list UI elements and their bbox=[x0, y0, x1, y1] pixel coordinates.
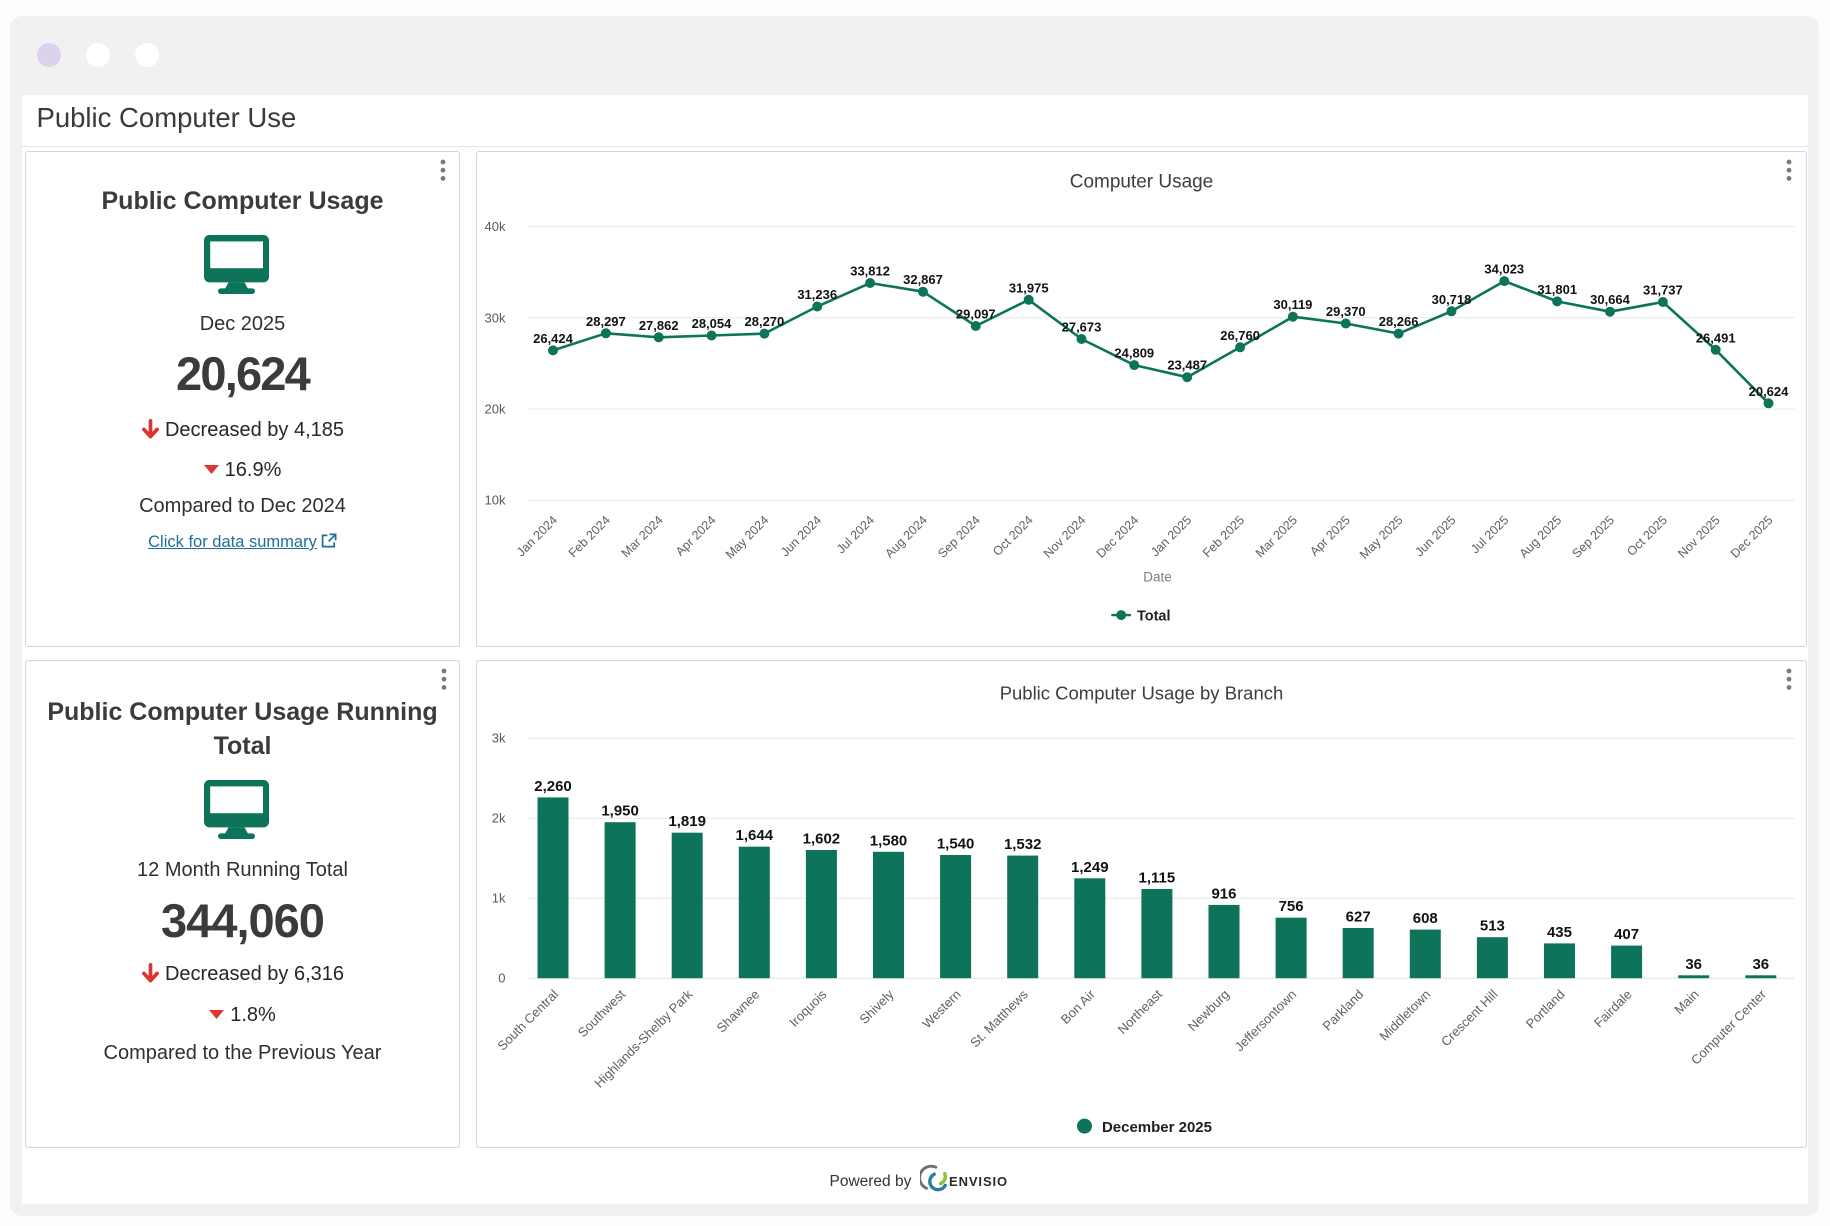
svg-text:30k: 30k bbox=[484, 310, 505, 325]
svg-text:1,644: 1,644 bbox=[735, 828, 773, 845]
svg-text:Computer Usage: Computer Usage bbox=[1069, 171, 1213, 192]
svg-text:3k: 3k bbox=[491, 731, 505, 746]
svg-text:Newburg: Newburg bbox=[1184, 987, 1231, 1034]
svg-text:Dec 2024: Dec 2024 bbox=[1093, 513, 1141, 561]
svg-text:28,270: 28,270 bbox=[744, 314, 784, 329]
svg-text:10k: 10k bbox=[484, 492, 505, 507]
svg-text:916: 916 bbox=[1211, 886, 1236, 903]
svg-text:Oct 2024: Oct 2024 bbox=[990, 513, 1036, 559]
svg-text:756: 756 bbox=[1278, 899, 1303, 916]
svg-text:30,664: 30,664 bbox=[1590, 292, 1630, 307]
svg-text:513: 513 bbox=[1479, 918, 1504, 935]
svg-text:27,862: 27,862 bbox=[638, 317, 678, 332]
svg-text:Nov 2024: Nov 2024 bbox=[1040, 513, 1088, 561]
svg-text:Total: Total bbox=[1136, 608, 1170, 624]
svg-text:30,119: 30,119 bbox=[1273, 297, 1312, 312]
svg-text:Jeffersontown: Jeffersontown bbox=[1231, 987, 1299, 1055]
svg-text:1k: 1k bbox=[491, 891, 505, 906]
svg-text:32,867: 32,867 bbox=[903, 272, 943, 287]
svg-text:Jul 2025: Jul 2025 bbox=[1468, 513, 1511, 556]
svg-text:34,023: 34,023 bbox=[1484, 261, 1524, 276]
svg-text:31,975: 31,975 bbox=[1008, 280, 1048, 295]
svg-text:435: 435 bbox=[1546, 924, 1571, 941]
svg-text:29,097: 29,097 bbox=[955, 306, 995, 321]
svg-text:26,760: 26,760 bbox=[1220, 327, 1260, 342]
svg-text:Sep 2024: Sep 2024 bbox=[935, 513, 983, 561]
svg-text:1,950: 1,950 bbox=[601, 803, 639, 820]
svg-text:Shawnee: Shawnee bbox=[713, 987, 762, 1036]
svg-text:Feb 2024: Feb 2024 bbox=[565, 513, 612, 560]
svg-text:Jun 2024: Jun 2024 bbox=[778, 513, 824, 559]
svg-text:26,424: 26,424 bbox=[533, 331, 573, 346]
svg-text:Sep 2025: Sep 2025 bbox=[1569, 513, 1617, 561]
svg-text:608: 608 bbox=[1412, 910, 1437, 927]
svg-text:24,809: 24,809 bbox=[1114, 345, 1154, 360]
svg-text:29,370: 29,370 bbox=[1325, 304, 1365, 319]
svg-text:27,673: 27,673 bbox=[1061, 319, 1101, 334]
svg-text:Nov 2025: Nov 2025 bbox=[1675, 513, 1723, 561]
svg-text:Apr 2025: Apr 2025 bbox=[1307, 513, 1353, 559]
svg-text:May 2025: May 2025 bbox=[1357, 513, 1406, 562]
svg-text:Feb 2025: Feb 2025 bbox=[1200, 513, 1247, 560]
svg-text:2,260: 2,260 bbox=[534, 778, 572, 795]
svg-text:28,054: 28,054 bbox=[691, 316, 731, 331]
svg-text:Public Computer Usage by Branc: Public Computer Usage by Branch bbox=[999, 683, 1283, 704]
svg-text:Western: Western bbox=[919, 987, 964, 1032]
svg-text:Date: Date bbox=[1143, 569, 1171, 584]
svg-text:Aug 2024: Aug 2024 bbox=[882, 513, 930, 561]
svg-text:Parkland: Parkland bbox=[1319, 987, 1366, 1034]
svg-text:Northeast: Northeast bbox=[1114, 987, 1165, 1038]
svg-text:1,532: 1,532 bbox=[1003, 836, 1041, 853]
svg-text:30,718: 30,718 bbox=[1431, 291, 1471, 306]
svg-text:Iroquois: Iroquois bbox=[786, 987, 830, 1031]
svg-text:1,580: 1,580 bbox=[869, 833, 907, 850]
svg-text:Main: Main bbox=[1671, 987, 1702, 1018]
svg-text:Middletown: Middletown bbox=[1376, 987, 1433, 1044]
svg-text:33,812: 33,812 bbox=[850, 263, 890, 278]
svg-text:South Central: South Central bbox=[494, 987, 561, 1054]
svg-text:1,249: 1,249 bbox=[1071, 859, 1109, 876]
svg-text:20,624: 20,624 bbox=[1748, 383, 1788, 398]
svg-text:1,602: 1,602 bbox=[802, 831, 840, 848]
svg-text:31,737: 31,737 bbox=[1643, 282, 1683, 297]
svg-text:Jun 2025: Jun 2025 bbox=[1412, 513, 1458, 559]
svg-text:St. Matthews: St. Matthews bbox=[967, 987, 1031, 1051]
svg-text:December 2025: December 2025 bbox=[1101, 1120, 1211, 1137]
svg-text:0: 0 bbox=[498, 971, 505, 986]
svg-text:20k: 20k bbox=[484, 401, 505, 416]
svg-text:23,487: 23,487 bbox=[1167, 357, 1207, 372]
svg-text:Jan 2025: Jan 2025 bbox=[1148, 513, 1194, 559]
svg-text:627: 627 bbox=[1345, 909, 1370, 926]
svg-text:May 2024: May 2024 bbox=[722, 513, 771, 562]
svg-text:28,297: 28,297 bbox=[586, 313, 626, 328]
svg-text:407: 407 bbox=[1614, 926, 1639, 943]
svg-text:31,801: 31,801 bbox=[1537, 282, 1577, 297]
svg-text:31,236: 31,236 bbox=[797, 287, 837, 302]
svg-text:Mar 2025: Mar 2025 bbox=[1252, 513, 1299, 560]
svg-text:Apr 2024: Apr 2024 bbox=[672, 513, 718, 559]
svg-text:Crescent Hill: Crescent Hill bbox=[1437, 987, 1500, 1050]
svg-text:1,115: 1,115 bbox=[1138, 870, 1175, 887]
svg-text:1,540: 1,540 bbox=[936, 836, 974, 853]
svg-text:Fairdale: Fairdale bbox=[1590, 987, 1634, 1031]
svg-text:Southwest: Southwest bbox=[574, 987, 628, 1041]
svg-text:40k: 40k bbox=[484, 219, 505, 234]
svg-text:Portland: Portland bbox=[1522, 987, 1567, 1032]
svg-text:Mar 2024: Mar 2024 bbox=[618, 513, 665, 560]
svg-text:Dec 2025: Dec 2025 bbox=[1727, 513, 1775, 561]
svg-text:Bon Air: Bon Air bbox=[1057, 987, 1098, 1028]
svg-text:Oct 2025: Oct 2025 bbox=[1624, 513, 1670, 559]
svg-text:36: 36 bbox=[1685, 956, 1702, 973]
svg-text:Jan 2024: Jan 2024 bbox=[513, 513, 559, 559]
svg-text:Aug 2025: Aug 2025 bbox=[1516, 513, 1564, 561]
svg-text:28,266: 28,266 bbox=[1378, 314, 1418, 329]
svg-text:1,819: 1,819 bbox=[668, 814, 706, 831]
svg-text:36: 36 bbox=[1752, 956, 1769, 973]
svg-text:2k: 2k bbox=[491, 811, 505, 826]
svg-text:Jul 2024: Jul 2024 bbox=[833, 513, 876, 556]
svg-text:26,491: 26,491 bbox=[1695, 330, 1735, 345]
svg-text:Shively: Shively bbox=[856, 987, 897, 1028]
